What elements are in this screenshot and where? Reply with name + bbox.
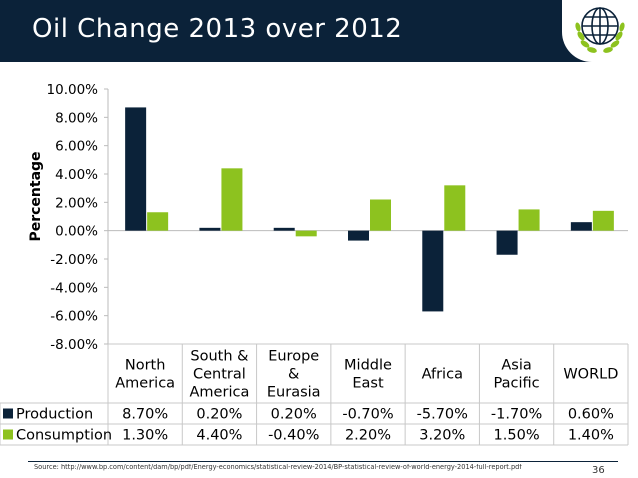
category-label: Middle: [344, 358, 392, 374]
bar-consumption: [370, 199, 391, 231]
bar-production: [199, 227, 221, 231]
bar-production: [125, 107, 147, 231]
bar-production: [496, 230, 518, 255]
oil-change-chart: 10.00% 8.00% 6.00% 4.00% 2.00% 0.00% -2.00% -4.…: [0, 82, 629, 446]
y-tick-label: 6.00%: [55, 139, 98, 155]
footer-rule: [28, 461, 618, 462]
bar-production: [422, 230, 444, 312]
category-label: &: [288, 367, 299, 383]
slide-title: Oil Change 2013 over 2012: [32, 14, 403, 44]
source-citation: Source: http://www.bp.com/content/dam/bp…: [34, 464, 522, 471]
bar-production: [570, 222, 592, 231]
bar-consumption: [221, 168, 243, 231]
bar-production: [273, 227, 295, 231]
logo: [562, 0, 638, 62]
data-label: 2.20%: [345, 428, 391, 444]
bar-consumption: [444, 185, 466, 231]
y-tick-label: -6.00%: [50, 309, 98, 325]
category-label: Central: [193, 367, 246, 383]
data-label: -0.70%: [342, 407, 393, 423]
bar-consumption: [147, 212, 169, 231]
page-number: 36: [592, 465, 605, 476]
bar-consumption: [295, 230, 317, 237]
y-axis-title: Percentage: [28, 151, 44, 241]
y-tick-label: 4.00%: [55, 167, 98, 183]
data-label: 0.20%: [271, 407, 317, 423]
legend-swatch-production: [3, 408, 13, 419]
legend-label-production: Production: [16, 407, 93, 423]
data-label: 3.20%: [419, 428, 465, 444]
category-label: North: [125, 358, 166, 374]
category-label: South &: [190, 349, 248, 365]
legend-label-consumption: Consumption: [16, 428, 112, 444]
y-tick-label: 2.00%: [55, 195, 98, 211]
data-label: 0.20%: [196, 407, 242, 423]
y-tick-label: -4.00%: [50, 280, 98, 296]
y-tick-label: -2.00%: [50, 252, 98, 268]
data-label: 0.60%: [568, 407, 614, 423]
data-label: 1.50%: [494, 428, 540, 444]
globe-laurel-icon: [575, 7, 625, 53]
legend-swatch-consumption: [3, 429, 13, 440]
category-label: Europe: [268, 349, 319, 365]
title-bar: Oil Change 2013 over 2012: [0, 0, 638, 62]
category-label: WORLD: [563, 367, 618, 383]
y-tick-label: 8.00%: [55, 110, 98, 126]
bar-consumption: [518, 209, 540, 231]
bar-consumption: [592, 210, 614, 231]
category-label: America: [190, 385, 250, 401]
category-label: Africa: [422, 367, 463, 383]
y-tick-label: 0.00%: [55, 224, 98, 240]
y-tick-label: -8.00%: [50, 337, 98, 353]
category-label: America: [115, 376, 175, 392]
data-label: 1.30%: [122, 428, 168, 444]
category-label: East: [352, 376, 384, 392]
data-label: 8.70%: [122, 407, 168, 423]
y-tick-label: 10.00%: [47, 82, 99, 98]
data-label: 1.40%: [568, 428, 614, 444]
data-label: -5.70%: [417, 407, 468, 423]
category-label: Asia: [501, 358, 531, 374]
category-label: Eurasia: [267, 385, 321, 401]
data-label: -1.70%: [491, 407, 542, 423]
data-label: 4.40%: [196, 428, 242, 444]
category-label: Pacific: [494, 376, 540, 392]
bar-production: [348, 230, 369, 241]
footer: Source: http://www.bp.com/content/dam/bp…: [0, 460, 638, 478]
data-label: -0.40%: [268, 428, 319, 444]
